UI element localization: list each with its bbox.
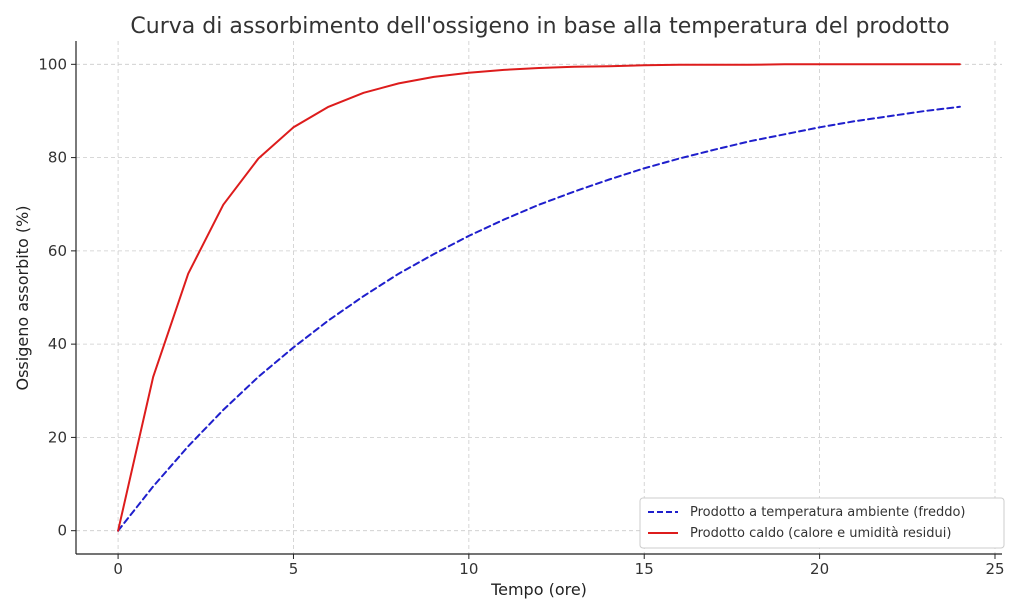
- x-tick-label: 20: [810, 560, 829, 578]
- y-tick-label: 20: [48, 428, 67, 446]
- axes: 0 5 10 15 20 25 0 20 40 60 80 100: [38, 41, 1005, 578]
- x-tick-label: 10: [459, 560, 478, 578]
- x-tick-label: 5: [289, 560, 299, 578]
- chart-title: Curva di assorbimento dell'ossigeno in b…: [130, 14, 949, 39]
- x-tick-label: 0: [113, 560, 123, 578]
- y-tick-label: 80: [48, 149, 67, 167]
- legend: Prodotto a temperatura ambiente (freddo)…: [639, 497, 1005, 549]
- legend-label-cold: Prodotto a temperatura ambiente (freddo): [690, 505, 966, 520]
- legend-label-hot: Prodotto caldo (calore e umidità residui…: [690, 526, 951, 541]
- y-tick-label: 100: [38, 55, 67, 73]
- y-tick-label: 0: [57, 522, 67, 540]
- series-line-cold: [117, 105, 961, 532]
- legend-box: [639, 497, 1005, 549]
- grid: [76, 41, 1002, 554]
- y-tick-label: 40: [48, 335, 67, 353]
- series-line-hot: [117, 63, 961, 532]
- y-axis-label: Ossigeno assorbito (%): [13, 205, 32, 390]
- y-tick-label: 60: [48, 242, 67, 260]
- series-layer: [117, 63, 961, 532]
- x-tick-label: 25: [985, 560, 1004, 578]
- x-tick-label: 15: [635, 560, 654, 578]
- x-axis-label: Tempo (ore): [490, 580, 587, 599]
